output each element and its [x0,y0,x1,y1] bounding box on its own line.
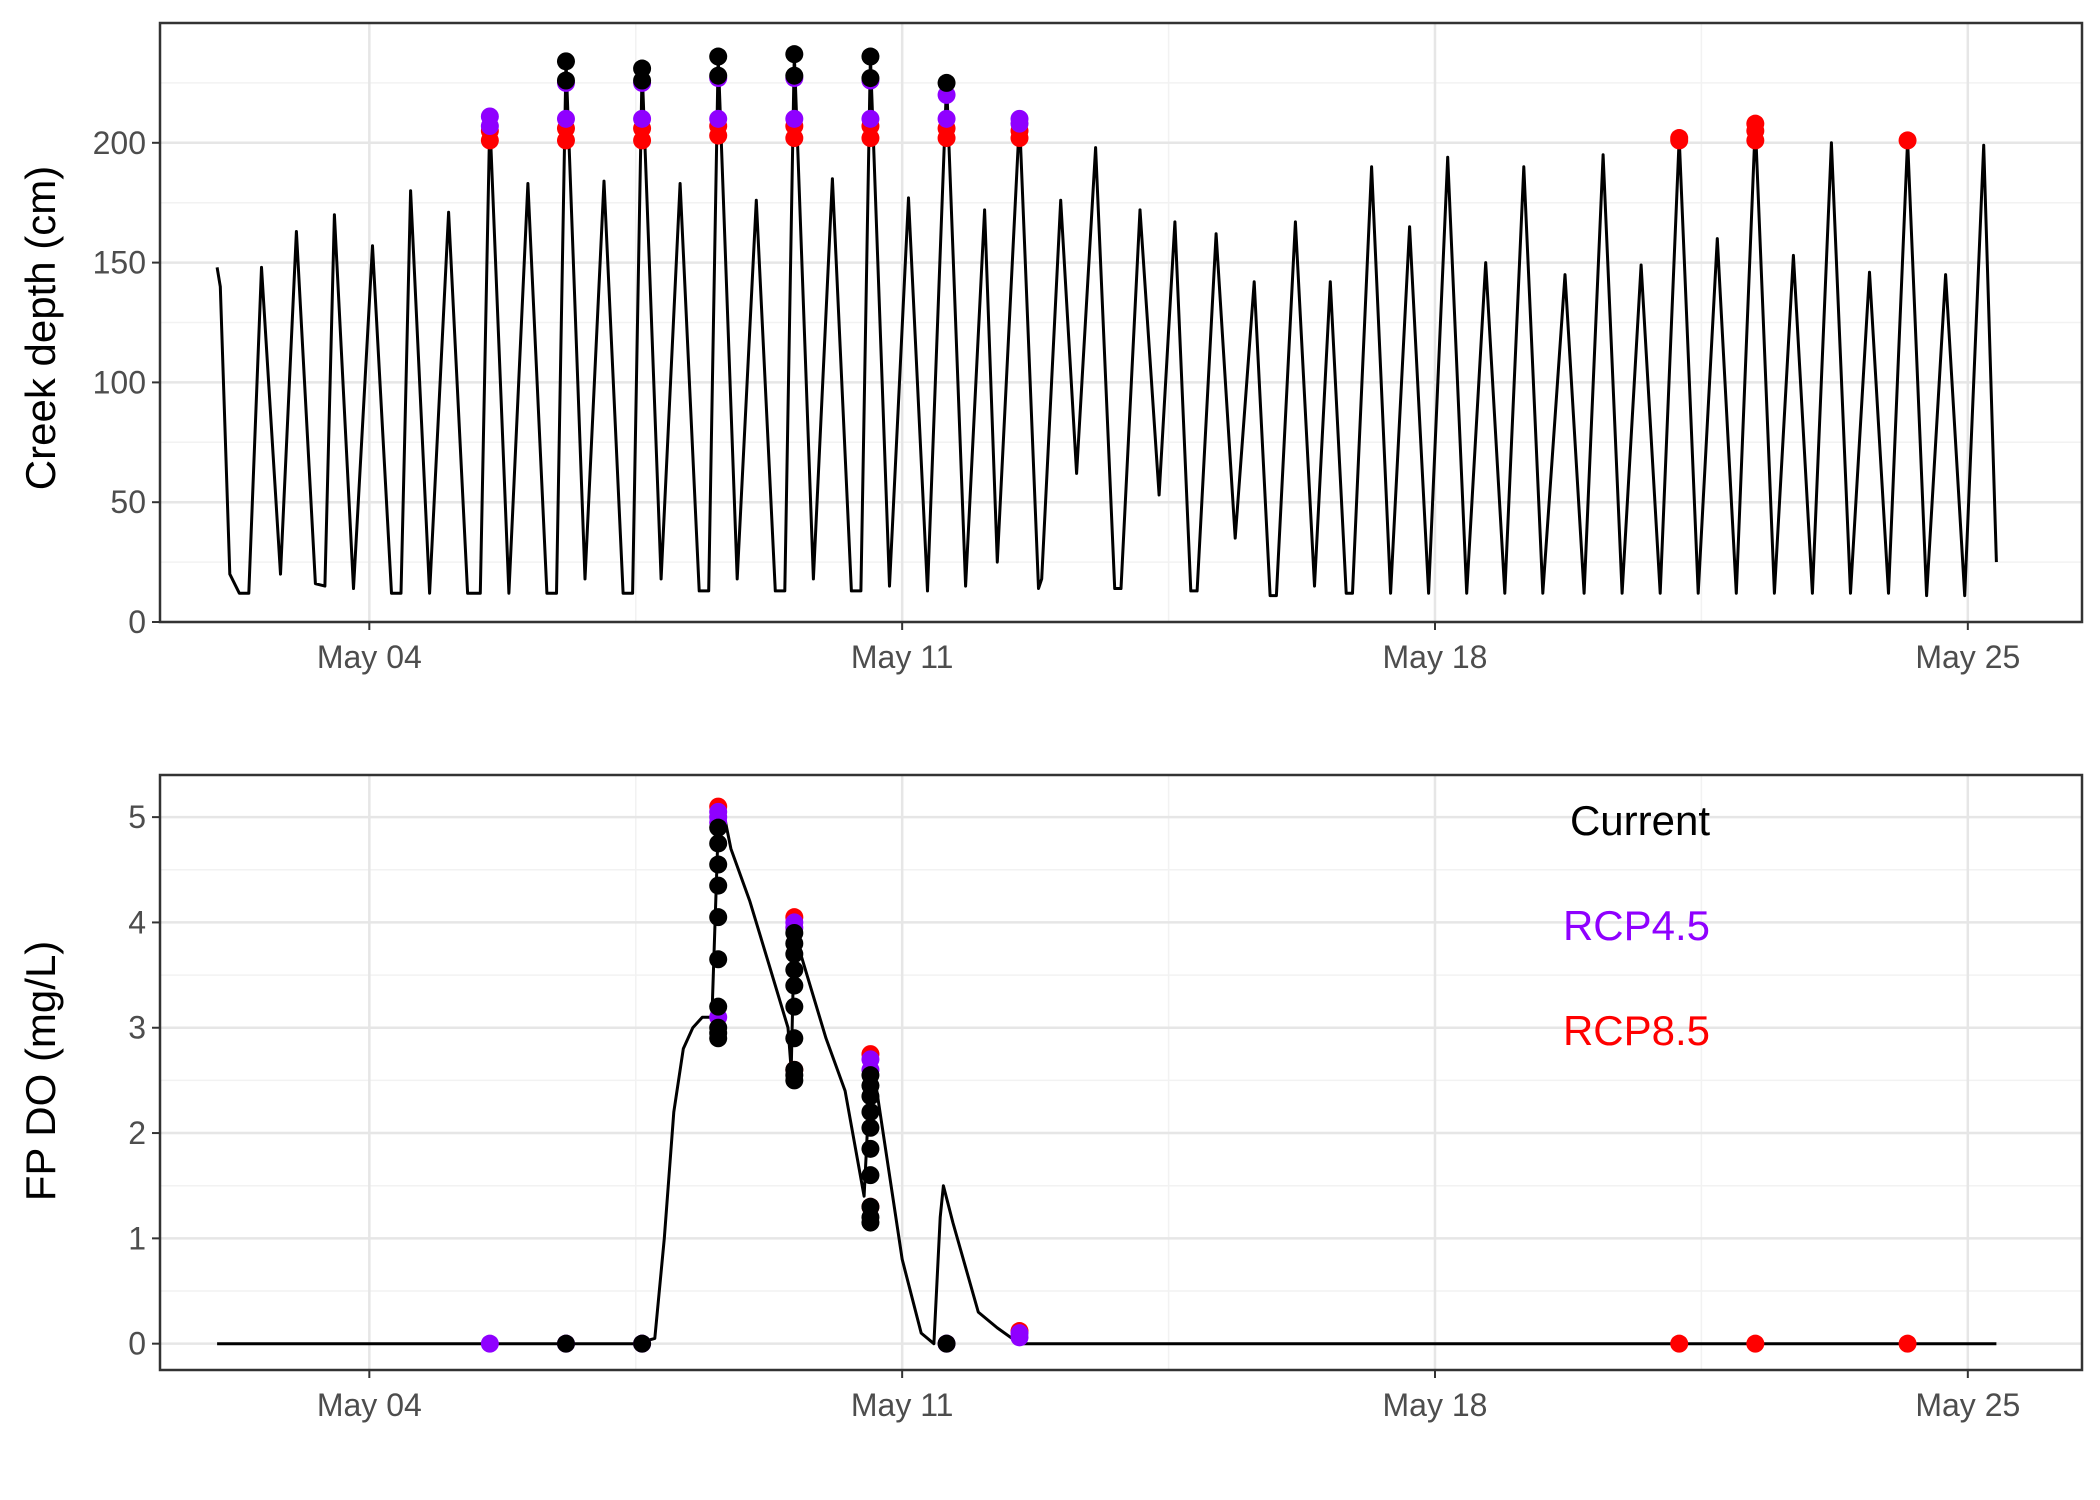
creek-depth-point-current [785,45,804,64]
fp-do-point-rcp85 [1898,1334,1917,1353]
creek-depth-point-rcp85 [1746,114,1765,133]
fp-do-point-current [709,834,728,853]
fp-do-point-current [861,1118,880,1137]
creek-depth-point-rcp85 [1898,131,1917,150]
creek-depth-panel-border [158,21,2084,624]
scenario-legend: Current RCP4.5 RCP8.5 [1563,797,1710,1054]
fp-do-point-current [785,1029,804,1048]
fp-do-point-current [709,855,728,874]
legend-label-rcp85: RCP8.5 [1563,1007,1710,1054]
creek-depth-point-rcp45 [633,109,652,128]
fp-do-y-tick-label: 2 [128,1115,146,1151]
fp-do-point-current [861,1166,880,1185]
fp-do-point-current [633,1334,652,1353]
fp-do-y-tick-label: 5 [128,799,146,835]
fp-do-point-current [861,1102,880,1121]
creek-depth-x-tick-label: May 04 [317,639,422,675]
fp-do-point-rcp45 [480,1334,499,1353]
creek-depth-series-line [215,52,1998,598]
fp-do-x-tick-label: May 11 [851,1387,954,1423]
fp-do-x-tick-label: May 04 [317,1387,422,1423]
creek-depth-point-current [785,66,804,85]
creek-depth-y-tick-label: 0 [128,604,146,640]
creek-depth-point-rcp45 [1010,109,1029,128]
fp-do-point-current [785,960,804,979]
fp-do-point-current [709,1018,728,1037]
fp-do-point-current [861,1139,880,1158]
fp-do-point-current [785,1060,804,1079]
creek-depth-plot-area [160,23,2082,624]
creek-depth-y-tick-label: 50 [110,484,146,520]
fp-do-plot-area [160,775,2082,1370]
fp-do-y-axis-title: FP DO (mg/L) [17,941,64,1202]
fp-do-point-current [709,950,728,969]
fp-do-point-rcp45 [709,802,728,821]
fp-do-point-current [709,908,728,927]
creek-depth-point-current [556,71,575,90]
fp-do-x-tick-label: May 25 [1915,1387,2020,1423]
creek-depth-y-axis-title: Creek depth (cm) [17,166,64,490]
fp-do-point-current [937,1334,956,1353]
fp-do-point-rcp85 [1746,1334,1765,1353]
creek-depth-y-tick-label: 100 [93,364,146,400]
creek-depth-point-current [937,73,956,92]
creek-depth-point-rcp45 [480,107,499,126]
creek-depth-point-current [709,47,728,66]
creek-depth-x-tick-label: May 18 [1383,639,1488,675]
fp-do-y-tick-label: 3 [128,1010,146,1046]
fp-do-point-current [556,1334,575,1353]
fp-do-panel: FP DO (mg/L) Current RCP4.5 RCP8.5 0 1 2 3 4… [17,773,2084,1423]
fp-do-point-current [709,876,728,895]
fp-do-panel-border [158,773,2084,1372]
creek-depth-x-tick-label: May 25 [1915,639,2020,675]
creek-depth-point-rcp45 [937,109,956,128]
fp-do-y-tick-label: 0 [128,1326,146,1362]
creek-depth-y-tick-label: 200 [93,125,146,161]
fp-do-point-rcp45 [861,1050,880,1069]
creek-depth-point-current [861,69,880,88]
fp-do-point-current [785,976,804,995]
fp-do-y-tick-label: 4 [128,904,146,940]
fp-do-point-current [709,818,728,837]
creek-depth-point-current [556,52,575,71]
creek-depth-point-rcp85 [1670,129,1689,148]
creek-depth-x-tick-label: May 11 [851,639,954,675]
legend-label-current: Current [1570,797,1710,844]
creek-depth-point-rcp45 [556,109,575,128]
legend-label-rcp45: RCP4.5 [1563,902,1710,949]
fp-do-point-current [785,923,804,942]
fp-do-point-rcp45 [1010,1328,1029,1347]
creek-depth-point-current [861,47,880,66]
creek-depth-y-tick-label: 150 [93,245,146,281]
fp-do-y-tick-label: 1 [128,1220,146,1256]
fp-do-point-current [785,997,804,1016]
creek-depth-panel: Creek depth (cm) 0 50 100 150 200 May 04 May 1… [17,21,2084,675]
creek-depth-point-rcp45 [861,109,880,128]
creek-depth-point-rcp45 [709,109,728,128]
fp-do-point-current [709,997,728,1016]
fp-do-x-tick-label: May 18 [1383,1387,1488,1423]
creek-depth-point-rcp45 [785,109,804,128]
creek-depth-point-current [709,66,728,85]
fp-do-point-rcp85 [1670,1334,1689,1353]
creek-depth-point-current [633,59,652,78]
fp-do-point-current [861,1066,880,1085]
fp-do-point-current [861,1197,880,1216]
fp-do-panel-background [160,775,2082,1370]
